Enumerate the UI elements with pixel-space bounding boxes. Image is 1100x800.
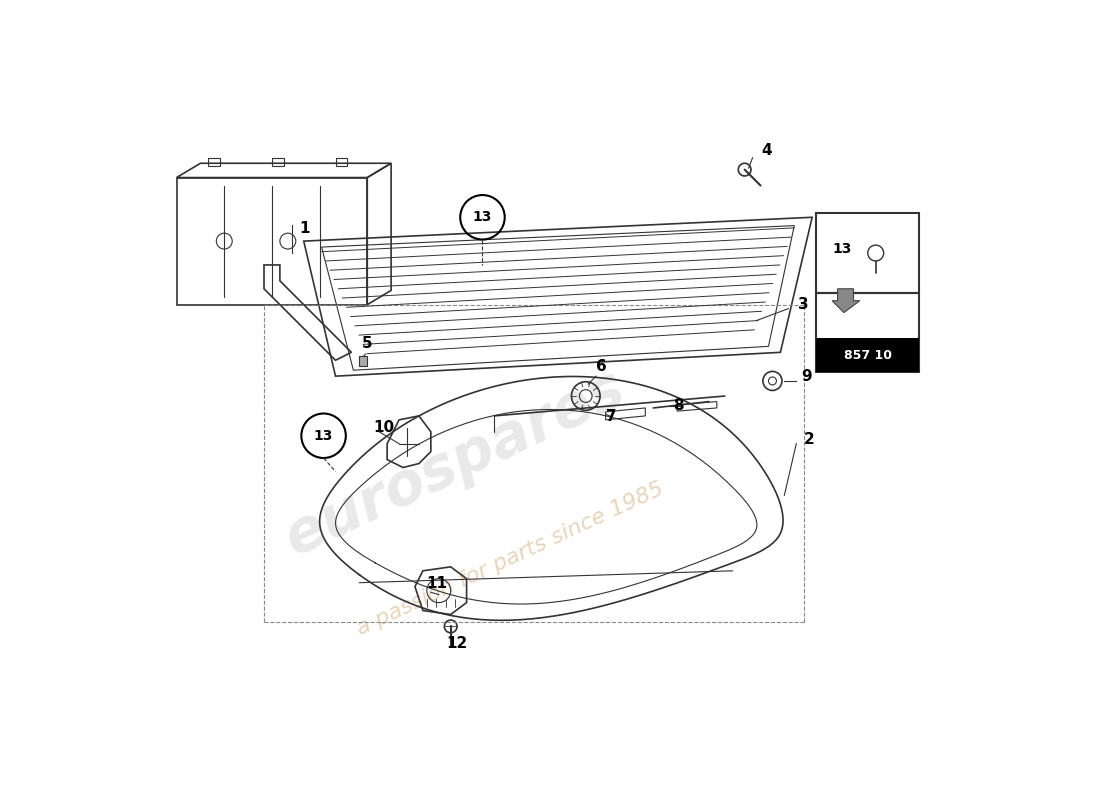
Text: 1: 1 bbox=[300, 221, 310, 236]
Text: 13: 13 bbox=[833, 242, 853, 256]
Text: 7: 7 bbox=[606, 409, 616, 424]
Text: eurospares: eurospares bbox=[275, 360, 634, 567]
FancyBboxPatch shape bbox=[816, 338, 920, 372]
Text: 12: 12 bbox=[447, 636, 468, 651]
Text: a passion for parts since 1985: a passion for parts since 1985 bbox=[353, 478, 667, 639]
Text: 10: 10 bbox=[374, 420, 395, 434]
Text: 5: 5 bbox=[362, 336, 372, 351]
Polygon shape bbox=[832, 289, 860, 313]
Polygon shape bbox=[360, 356, 367, 366]
Text: 13: 13 bbox=[314, 429, 333, 442]
Text: 8: 8 bbox=[673, 398, 684, 414]
Text: 11: 11 bbox=[426, 576, 447, 591]
Text: 6: 6 bbox=[596, 358, 607, 374]
Text: 9: 9 bbox=[801, 369, 812, 384]
Text: 2: 2 bbox=[804, 432, 815, 446]
Text: 857 10: 857 10 bbox=[844, 349, 892, 362]
Text: 3: 3 bbox=[798, 297, 808, 312]
Text: 13: 13 bbox=[473, 210, 492, 224]
Text: 4: 4 bbox=[761, 143, 772, 158]
